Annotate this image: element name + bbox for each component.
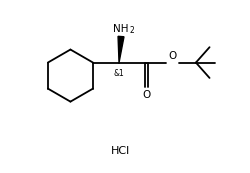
Text: 2: 2 — [130, 26, 135, 35]
Text: &1: &1 — [114, 69, 124, 78]
Text: NH: NH — [113, 24, 128, 34]
Text: O: O — [168, 51, 176, 61]
Polygon shape — [118, 36, 124, 63]
Text: HCl: HCl — [110, 146, 130, 156]
Text: O: O — [142, 90, 150, 100]
